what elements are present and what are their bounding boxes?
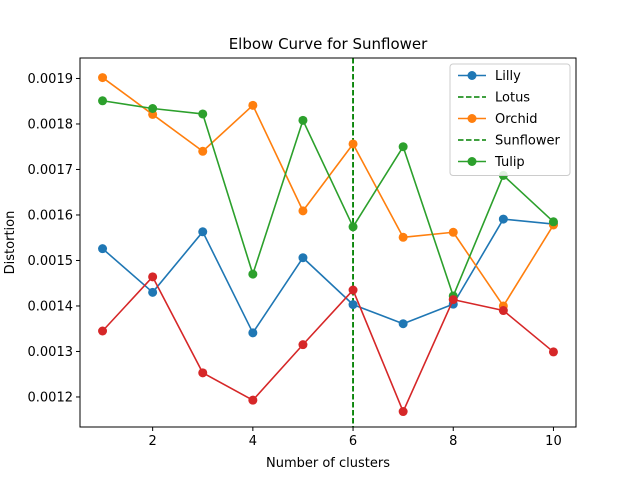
data-point — [98, 96, 108, 106]
y-tick-label: 0.0018 — [28, 117, 74, 132]
series-series-4 — [98, 272, 558, 417]
y-tick-label: 0.0013 — [28, 345, 74, 360]
y-tick-label: 0.0015 — [28, 254, 74, 269]
data-point — [448, 227, 458, 237]
data-point — [298, 206, 308, 216]
legend-item-sunflower: Sunflower — [458, 134, 561, 149]
y-tick-label: 0.0012 — [28, 390, 74, 405]
y-axis-label: Distortion — [3, 211, 18, 275]
data-point — [248, 269, 258, 279]
data-point — [298, 340, 308, 350]
data-point — [98, 326, 108, 336]
x-axis-label: Number of clusters — [266, 456, 390, 471]
y-tick-label: 0.0017 — [28, 163, 74, 178]
data-point — [298, 253, 308, 263]
y-tick-label: 0.0014 — [28, 299, 74, 314]
x-tick-label: 2 — [149, 434, 157, 449]
data-point — [398, 142, 408, 152]
data-point — [448, 295, 458, 305]
legend-label: Lilly — [495, 69, 521, 84]
data-point — [348, 300, 358, 310]
series-line-series-4 — [101, 276, 554, 413]
axis-ticks: 2 4 6 8 10 0.0012 0.0013 0.0014 0.0015 0.0016 0.00… — [28, 72, 562, 449]
legend-marker — [467, 157, 477, 166]
data-point — [98, 244, 108, 254]
data-point — [248, 395, 258, 405]
data-point — [248, 328, 258, 338]
data-point — [348, 285, 358, 295]
legend-label: Lotus — [495, 91, 530, 106]
x-tick-label: 6 — [349, 434, 357, 449]
series-tulip — [98, 96, 558, 301]
data-point — [198, 146, 208, 156]
plot-area — [98, 58, 558, 427]
data-point — [548, 217, 558, 227]
data-point — [148, 287, 158, 297]
data-point — [148, 104, 158, 114]
data-point — [348, 222, 358, 232]
x-tick-label: 4 — [249, 434, 257, 449]
data-point — [498, 306, 508, 316]
data-point — [398, 232, 408, 242]
data-point — [298, 115, 308, 125]
data-point — [198, 368, 208, 378]
y-tick-label: 0.0016 — [28, 208, 74, 223]
legend-marker — [467, 114, 477, 123]
chart-title: Elbow Curve for Sunflower — [229, 35, 428, 53]
legend-label: Tulip — [494, 155, 525, 170]
series-line-orchid — [102, 76, 555, 307]
legend-marker — [467, 71, 477, 80]
legend: Lilly Lotus Orchid Sunflower Tulip — [449, 63, 571, 176]
legend-label: Orchid — [495, 112, 538, 127]
data-point — [148, 272, 158, 282]
data-point — [248, 100, 258, 110]
plot-frame — [79, 57, 577, 428]
data-point — [98, 73, 108, 83]
legend-item-lilly: Lilly — [458, 69, 521, 84]
data-point — [398, 319, 408, 329]
data-point — [198, 227, 208, 237]
series-line-tulip — [102, 99, 554, 297]
y-tick-label: 0.0019 — [28, 72, 74, 87]
data-point — [398, 407, 408, 417]
data-point — [548, 347, 558, 357]
legend-box — [449, 63, 571, 176]
legend-item-lotus: Lotus — [458, 91, 530, 106]
legend-label: Sunflower — [495, 134, 561, 149]
data-point — [498, 214, 508, 224]
series-line-lilly — [102, 218, 554, 334]
legend-item-orchid: Orchid — [458, 112, 538, 127]
x-tick-label: 8 — [449, 434, 457, 449]
x-tick-label: 10 — [545, 434, 562, 449]
data-point — [198, 109, 208, 119]
data-point — [348, 139, 358, 149]
series-lilly — [98, 214, 558, 338]
legend-item-tulip: Tulip — [458, 155, 525, 170]
